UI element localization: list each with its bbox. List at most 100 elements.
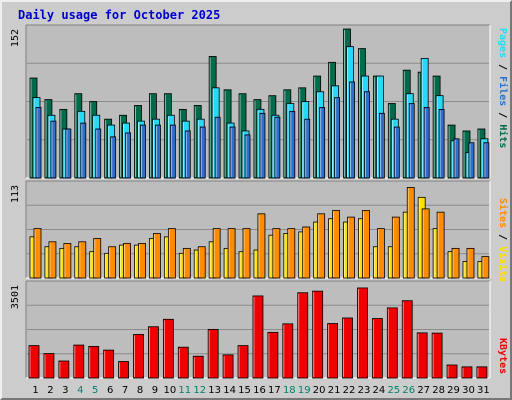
sites-bar [108, 246, 117, 279]
kbytes-bar [252, 295, 264, 379]
sites-bar [332, 210, 341, 279]
files-bar [408, 103, 415, 179]
x-tick-label: 21 [328, 385, 341, 396]
files-bar [199, 126, 206, 179]
legend-visits: Visits [497, 246, 509, 282]
sites-bar [78, 241, 87, 279]
legend-pages: Pages [497, 28, 508, 58]
files-bar [378, 112, 385, 179]
sites-bar [376, 228, 385, 279]
x-tick-label: 14 [223, 385, 236, 396]
sites-bar [167, 228, 176, 279]
x-tick-label: 12 [193, 385, 206, 396]
panel1-legend: Pages / Files / Hits [497, 28, 509, 148]
files-bar [274, 116, 281, 179]
sites-bar [481, 256, 490, 279]
files-bar [334, 97, 341, 179]
kbytes-bar [177, 346, 189, 379]
x-tick-label: 18 [283, 385, 296, 396]
files-bar [349, 81, 355, 179]
sites-bar [391, 216, 400, 279]
x-tick-label: 23 [358, 385, 371, 396]
files-bar [140, 124, 146, 179]
files-bar [453, 138, 460, 179]
x-tick-label: 1 [32, 385, 38, 396]
files-bar [65, 128, 72, 179]
kbytes-bar [371, 318, 383, 379]
legend-files: Files [497, 76, 509, 106]
legend-separator: / [497, 58, 508, 76]
x-tick-label: 2 [47, 385, 53, 396]
legend-kbytes: KBytes [497, 338, 508, 374]
kbytes-bar [58, 360, 70, 379]
x-tick-label: 8 [137, 385, 143, 396]
hits-files-pages-panel-ymax-label: 152 [10, 29, 21, 47]
kbytes-bar [207, 328, 219, 379]
kbytes-bar [461, 366, 473, 379]
files-bar [393, 126, 400, 179]
files-bar [214, 116, 221, 179]
files-bar [364, 91, 370, 179]
sites-bar [406, 187, 415, 279]
x-tick-label: 25 [387, 385, 400, 396]
files-bar [319, 107, 326, 179]
x-tick-label: 20 [313, 385, 326, 396]
sites-bar [242, 228, 251, 279]
files-bar [438, 108, 445, 179]
x-tick-label: 19 [298, 385, 311, 396]
sites-bar [317, 213, 326, 279]
x-tick-label: 15 [238, 385, 251, 396]
kbytes-bar [133, 334, 144, 379]
kbytes-bar [118, 361, 129, 379]
files-bar [95, 128, 102, 179]
sites-bar [436, 211, 445, 279]
sites-bar [227, 228, 236, 279]
sites-bar [138, 243, 146, 279]
legend-hits: Hits [497, 124, 509, 148]
kbytes-bar [43, 353, 55, 379]
legend-separator: / [497, 106, 508, 124]
files-bar [80, 122, 87, 179]
kbytes-bar [357, 287, 368, 379]
kbytes-bar [327, 323, 339, 379]
kbytes-bar [282, 323, 294, 379]
visits-sites-panel-ymax-label: 113 [10, 185, 21, 203]
x-tick-label: 16 [253, 385, 266, 396]
files-bar [155, 124, 161, 179]
x-tick-label: 6 [107, 385, 113, 396]
sites-bar [287, 228, 296, 279]
sites-bar [362, 210, 370, 279]
sites-bar [272, 228, 281, 279]
x-tick-label: 27 [417, 385, 430, 396]
x-tick-label: 10 [164, 385, 177, 396]
legend-separator: / [497, 228, 508, 246]
sites-bar [197, 246, 206, 279]
files-bar [35, 107, 42, 179]
kbytes-bar [401, 300, 413, 379]
sites-bar [33, 228, 42, 279]
kbytes-bar [28, 345, 40, 379]
files-bar [110, 136, 117, 179]
kbytes-bar [431, 332, 443, 379]
kbytes-bar [88, 345, 100, 379]
sites-bar [347, 216, 355, 279]
legend-sites: Sites [497, 198, 509, 228]
sites-bar [93, 238, 102, 279]
x-tick-label: 17 [268, 385, 281, 396]
sites-bar [257, 213, 266, 279]
files-bar [289, 110, 296, 179]
kbytes-panel-ymax-label: 3501 [10, 285, 21, 309]
x-tick-label: 13 [208, 385, 221, 396]
kbytes-bar [386, 307, 398, 379]
kbytes-bar [446, 364, 458, 379]
files-bar [423, 107, 430, 179]
kbytes-bar [222, 354, 234, 379]
sites-bar [212, 228, 221, 279]
kbytes-bar [103, 349, 115, 379]
x-tick-label: 7 [122, 385, 128, 396]
files-bar [483, 142, 490, 179]
x-tick-label: 4 [77, 385, 83, 396]
x-tick-label: 11 [178, 385, 191, 396]
